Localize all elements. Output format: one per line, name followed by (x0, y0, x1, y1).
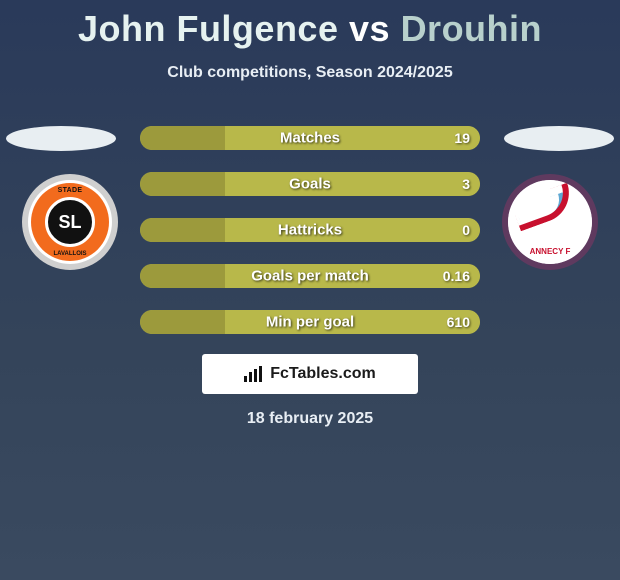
annecy-swoosh-red (511, 183, 578, 232)
annecy-text: ANNECY F (530, 247, 571, 256)
page-title: John Fulgence vs Drouhin (0, 0, 620, 50)
stat-value-right: 0 (462, 222, 470, 238)
bars-icon (244, 366, 264, 382)
stat-bar-left-fill (140, 264, 225, 288)
badge-text-top: STADE (58, 187, 83, 194)
stat-bar: Goals 3 (140, 172, 480, 196)
stat-bar-left-fill (140, 310, 225, 334)
right-country-flag (504, 126, 614, 151)
stat-bar-left-fill (140, 172, 225, 196)
lavallois-badge: STADE SL LAVALLOIS (31, 183, 109, 261)
stat-bar-left-fill (140, 218, 225, 242)
stat-bar-left-fill (140, 126, 225, 150)
annecy-badge: ANNECY F (508, 180, 592, 264)
stat-value-right: 610 (447, 314, 470, 330)
stat-label: Matches (280, 130, 340, 147)
stat-value-right: 3 (462, 176, 470, 192)
stat-bar-right-fill (225, 218, 480, 242)
title-vs: vs (349, 8, 390, 49)
stat-bar: Min per goal 610 (140, 310, 480, 334)
left-country-flag (6, 126, 116, 151)
stat-label: Min per goal (266, 314, 354, 331)
stat-bar: Goals per match 0.16 (140, 264, 480, 288)
stat-value-right: 19 (454, 130, 470, 146)
attribution-text: FcTables.com (270, 365, 376, 383)
badge-text-bottom: LAVALLOIS (53, 251, 86, 257)
stat-value-right: 0.16 (443, 268, 470, 284)
stat-label: Goals per match (251, 268, 369, 285)
comparison-bars: Matches 19 Goals 3 Hattricks 0 Goals per match… (140, 126, 480, 356)
attribution-badge: FcTables.com (202, 354, 418, 394)
stat-label: Hattricks (278, 222, 342, 239)
stat-bar: Matches 19 (140, 126, 480, 150)
stat-bar-right-fill (225, 126, 480, 150)
badge-text-center: SL (45, 197, 95, 247)
date-text: 18 february 2025 (0, 410, 620, 428)
subtitle: Club competitions, Season 2024/2025 (0, 64, 620, 82)
stat-bar: Hattricks 0 (140, 218, 480, 242)
stat-label: Goals (289, 176, 331, 193)
title-player2: Drouhin (401, 8, 542, 49)
left-club-badge: STADE SL LAVALLOIS (22, 174, 118, 270)
title-player1: John Fulgence (78, 8, 339, 49)
stat-bar-right-fill (225, 172, 480, 196)
right-club-badge: ANNECY F (502, 174, 598, 270)
